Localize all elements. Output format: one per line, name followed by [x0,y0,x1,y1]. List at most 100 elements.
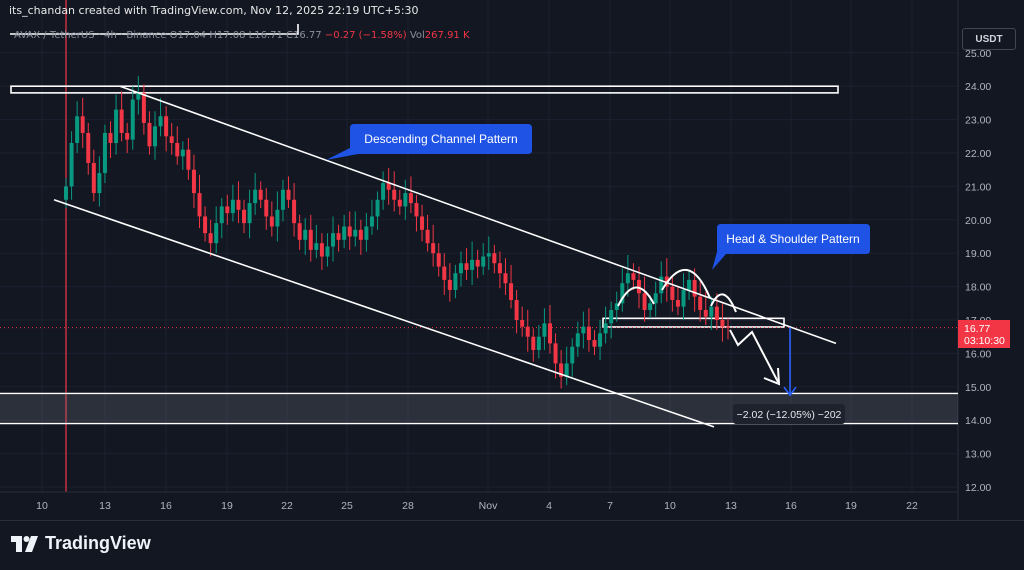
candle-body [180,149,185,157]
time-tick: 16 [160,500,172,512]
price-tick: 19.00 [965,248,991,260]
currency-button[interactable]: USDT [962,28,1016,50]
candle-body [175,142,180,157]
candle-body [130,99,135,140]
volume-label: Vol [409,30,425,41]
price-tick: 13.00 [965,449,991,461]
right-shoulder-arc[interactable] [710,293,737,313]
candle-body [292,199,297,224]
channel-upper-line[interactable] [119,85,837,345]
candle-body [191,169,196,194]
ohlc-open: O17.04 [169,30,207,41]
candle-body [286,189,291,200]
ohlc-high: H17.08 [209,30,246,41]
candle-body [325,246,330,257]
time-tick: 28 [402,500,414,512]
candle-body [297,223,302,240]
candle-body [86,132,91,164]
candle-body [481,256,486,267]
candle-body [414,203,419,217]
candle-body [275,209,280,227]
last-price-countdown: 03:10:30 [964,335,1005,347]
ohlc-close: C16.77 [286,30,322,41]
time-axis[interactable]: 10 13 16 19 22 25 28 Nov 4 7 10 13 16 19 22 [36,500,918,512]
candle-body [442,266,447,280]
candle-body [280,189,285,210]
candle-body [547,323,552,344]
candle-body [314,243,319,250]
candle-body [470,259,475,270]
candle-body [475,259,480,267]
price-tick: 23.00 [965,115,991,127]
candle-body [464,263,469,270]
candle-body [186,149,191,170]
channel-callout-label: Descending Channel Pattern [364,132,517,146]
candle-body [726,326,730,328]
symbol-pair[interactable]: AVAX / TetherUS · 4h · Binance [14,30,167,41]
last-price-label: 16.77 03:10:30 [958,320,1010,348]
candle-body [542,323,547,337]
head-shoulder-drawing[interactable] [617,269,737,313]
projected-path-arrowhead [763,367,781,386]
candle-body [141,92,146,123]
candle-body [714,306,719,320]
time-tick: 19 [221,500,233,512]
candle-body [492,253,497,264]
tradingview-logo-text: TradingView [45,533,151,553]
price-tick: 24.00 [965,81,991,93]
candle-body [158,116,163,127]
candle-body [214,223,219,244]
price-axis[interactable]: 25.00 24.00 23.00 22.00 21.00 20.00 19.00 18.00… [965,48,991,494]
candle-body [102,132,107,174]
candle-body [509,283,514,300]
candle-body [203,216,208,234]
candle-body [447,279,452,290]
price-tick: 15.00 [965,382,991,394]
channel-callout[interactable]: Descending Channel Pattern [326,124,532,160]
candle-body [503,273,508,284]
candle-body [64,186,68,200]
tradingview-logo[interactable]: TradingView [11,533,151,554]
candle-body [97,173,102,194]
resistance-zone[interactable] [10,85,839,94]
descending-channel[interactable] [53,85,837,428]
measure-label[interactable]: −2.02 (−12.05%) −202 [733,404,845,424]
left-shoulder-arc[interactable] [617,286,655,307]
candle-body [620,283,625,304]
candle-body [369,216,374,227]
candle-body [592,340,597,347]
candle-body [125,132,130,140]
projected-path-arrow[interactable] [729,329,779,383]
candle-body [358,229,363,240]
candle-body [364,226,369,240]
projection-arrows[interactable] [729,327,797,397]
candle-body [225,206,230,214]
candle-body [397,199,402,207]
time-tick: 4 [546,500,552,512]
head-arc[interactable] [661,269,711,299]
candle-body [403,193,408,207]
candle-body [581,326,586,334]
candle-body [564,363,569,377]
candle-body [247,203,252,224]
channel-lower-line[interactable] [53,199,715,428]
symbol-info[interactable]: AVAX / TetherUS · 4h · Binance O17.04 H1… [14,30,470,41]
candle-body [114,109,119,143]
candle-body [453,273,458,290]
head-shoulder-callout[interactable]: Head & Shoulder Pattern [712,224,870,270]
candle-body [408,193,413,204]
candle-body [520,320,525,327]
candle-body [536,336,541,351]
candle-body [136,92,141,100]
candle-body [653,293,658,304]
price-chart[interactable]: 25.00 24.00 23.00 22.00 21.00 20.00 19.00 18.00… [0,0,1024,520]
neckline-zone[interactable] [602,317,785,328]
volume-value: 267.91 K [424,30,470,41]
candle-body [342,226,347,240]
candle-body [436,253,441,267]
candle-body [208,233,213,244]
candle-body [386,183,391,190]
candle-body [264,199,269,217]
price-tick: 12.00 [965,482,991,494]
time-tick: 22 [906,500,918,512]
